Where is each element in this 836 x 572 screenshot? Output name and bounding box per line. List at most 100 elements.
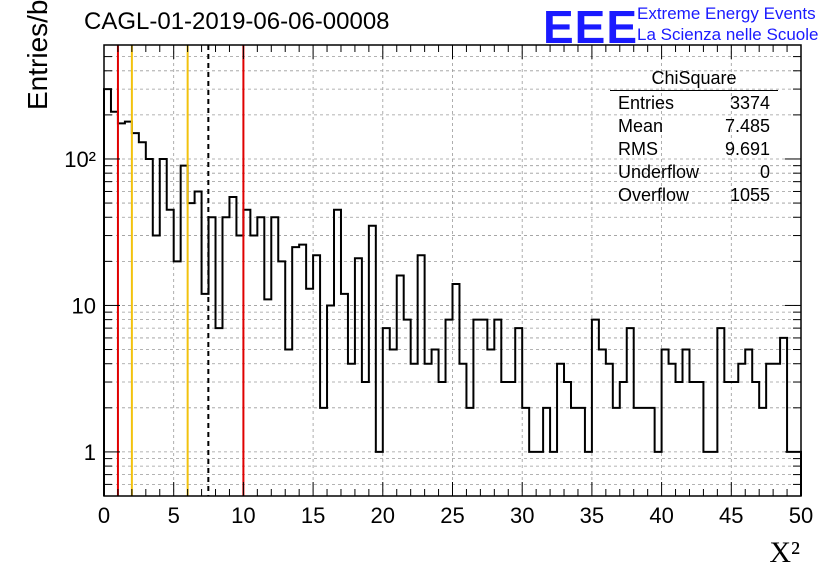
stats-label: Underflow bbox=[618, 162, 700, 182]
histogram-bin bbox=[355, 258, 362, 496]
histogram-bin bbox=[285, 350, 292, 496]
stats-value: 3374 bbox=[729, 93, 770, 113]
stats-row-mean: Mean 7.485 bbox=[610, 116, 778, 139]
histogram-bin bbox=[766, 364, 773, 496]
histogram-bin bbox=[522, 408, 529, 496]
reference-lines bbox=[116, 45, 245, 496]
histogram-bin bbox=[613, 408, 620, 496]
histogram-bin bbox=[397, 276, 404, 496]
histogram-bin bbox=[216, 328, 223, 496]
histogram-bin bbox=[689, 382, 696, 496]
x-tick-label: 50 bbox=[789, 503, 813, 528]
histogram-bin bbox=[453, 284, 460, 496]
x-tick-label: 20 bbox=[371, 503, 395, 528]
histogram-bin bbox=[104, 89, 111, 496]
histogram-bin bbox=[669, 364, 676, 496]
histogram-bin bbox=[543, 408, 550, 496]
histogram-bin bbox=[390, 350, 397, 496]
y-tick-label: 1 bbox=[84, 440, 96, 465]
histogram-bin bbox=[250, 236, 257, 496]
histogram-bin bbox=[229, 197, 236, 496]
histogram-bin bbox=[571, 408, 578, 496]
y-tick-label: 10² bbox=[64, 147, 96, 172]
histogram-bin bbox=[564, 382, 571, 496]
histogram-bin bbox=[418, 255, 425, 496]
histogram-bin bbox=[264, 299, 271, 496]
histogram-bin bbox=[459, 364, 466, 496]
histogram-bin bbox=[752, 382, 759, 496]
histogram-bin bbox=[278, 261, 285, 496]
histogram-bin bbox=[425, 364, 432, 496]
x-tick-label: 25 bbox=[440, 503, 464, 528]
histogram-bin bbox=[327, 305, 334, 496]
histogram-bin bbox=[717, 328, 724, 496]
stats-label: RMS bbox=[618, 139, 658, 159]
x-tick-label: 30 bbox=[510, 503, 534, 528]
histogram-bin bbox=[146, 159, 153, 496]
histogram-bin bbox=[710, 452, 717, 496]
histogram-bin bbox=[369, 226, 376, 496]
histogram-bin bbox=[738, 364, 745, 496]
histogram-bin bbox=[627, 328, 634, 496]
histogram-bin bbox=[780, 338, 787, 496]
histogram-bin bbox=[153, 236, 160, 496]
histogram-bin bbox=[292, 247, 299, 496]
histogram-bin bbox=[620, 382, 627, 496]
stats-row-rms: RMS 9.691 bbox=[610, 139, 778, 162]
histogram-outline bbox=[103, 88, 802, 496]
histogram-bin bbox=[745, 350, 752, 496]
histogram-bin bbox=[383, 328, 390, 496]
histogram-bin bbox=[411, 364, 418, 496]
histogram-bin bbox=[599, 350, 606, 496]
x-tick-label: 15 bbox=[301, 503, 325, 528]
histogram-bin bbox=[787, 452, 794, 496]
histogram-bin bbox=[139, 142, 146, 496]
histogram-bin bbox=[550, 452, 557, 496]
stats-row-underflow: Underflow 0 bbox=[610, 162, 778, 185]
stats-value: 9.691 bbox=[724, 139, 770, 159]
histogram-bin bbox=[662, 350, 669, 496]
histogram-bin bbox=[334, 210, 341, 496]
histogram-bin bbox=[439, 382, 446, 496]
histogram-bin bbox=[536, 452, 543, 496]
x-tick-label: 0 bbox=[98, 503, 110, 528]
histogram-bin bbox=[648, 408, 655, 496]
histogram-bin bbox=[515, 328, 522, 496]
histogram-bin bbox=[641, 408, 648, 496]
y-tick-label: 10 bbox=[72, 293, 96, 318]
histogram-bin bbox=[174, 261, 181, 496]
histogram-bin bbox=[362, 382, 369, 496]
x-tick-label: 5 bbox=[168, 503, 180, 528]
histogram-bin bbox=[132, 133, 139, 496]
histogram-bin bbox=[195, 191, 202, 496]
histogram-bin bbox=[181, 166, 188, 496]
histogram-bin bbox=[696, 382, 703, 496]
histogram-bin bbox=[306, 289, 313, 496]
histogram-bin bbox=[125, 122, 132, 496]
histogram-bins bbox=[103, 88, 802, 496]
stats-title: ChiSquare bbox=[610, 68, 778, 91]
histogram-bin bbox=[494, 320, 501, 496]
histogram-bin bbox=[446, 320, 453, 496]
stats-value: 7.485 bbox=[724, 116, 770, 136]
histogram-bin bbox=[341, 294, 348, 496]
chart-title: CAGL-01-2019-06-06-00008 bbox=[84, 8, 390, 35]
histogram-bin bbox=[759, 408, 766, 496]
histogram-bin bbox=[473, 320, 480, 496]
stats-label: Mean bbox=[618, 116, 664, 136]
stats-box: ChiSquare Entries 3374 Mean 7.485 RMS 9.… bbox=[610, 68, 778, 208]
histogram-bin bbox=[703, 452, 710, 496]
tick-labels: 0 5 10 15 20 25 30 35 40 45 50 1 10 10² bbox=[64, 147, 813, 528]
histogram-bin bbox=[167, 210, 174, 496]
histogram-bin bbox=[243, 210, 250, 496]
histogram-bin bbox=[257, 217, 264, 496]
eee-logo: EEE bbox=[543, 1, 639, 53]
histogram-bin bbox=[578, 408, 585, 496]
histogram-bin bbox=[606, 364, 613, 496]
stats-label: Entries bbox=[618, 93, 675, 113]
histogram-bin bbox=[773, 364, 780, 496]
histogram-bin bbox=[592, 320, 599, 496]
axis-ticks bbox=[103, 44, 802, 497]
stats-value: 0 bbox=[759, 162, 770, 182]
histogram-bin bbox=[731, 382, 738, 496]
